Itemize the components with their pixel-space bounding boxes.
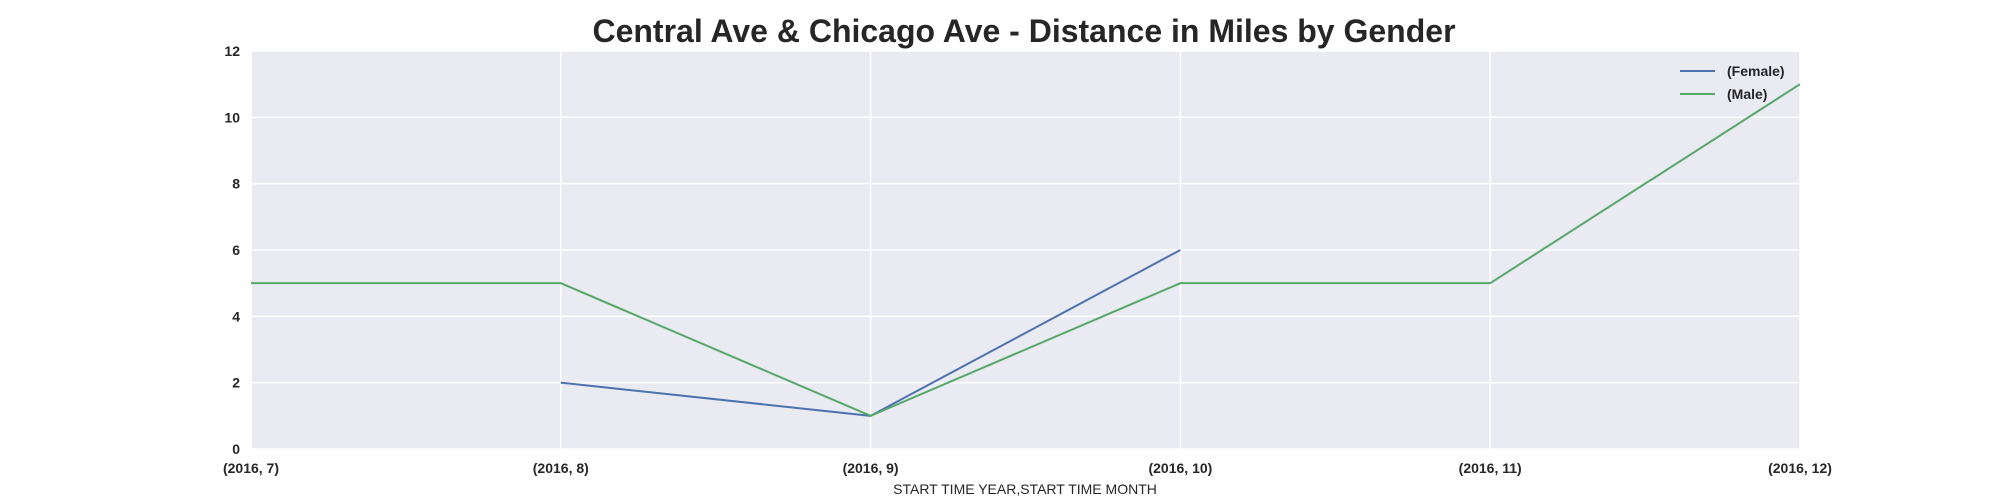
x-tick-label: (2016, 7) xyxy=(223,460,279,476)
x-tick-label: (2016, 11) xyxy=(1459,460,1522,476)
y-tick-label: 6 xyxy=(232,242,240,258)
y-tick-label: 12 xyxy=(224,43,240,59)
y-tick-label: 8 xyxy=(232,176,240,192)
y-tick-label: 10 xyxy=(224,109,240,125)
series-layer xyxy=(251,83,1801,417)
chart-title: Central Ave & Chicago Ave - Distance in … xyxy=(592,13,1455,49)
y-tick-label: 0 xyxy=(232,441,240,457)
x-tick-label: (2016, 10) xyxy=(1148,460,1212,476)
y-tick-label: 2 xyxy=(232,375,240,391)
series-line xyxy=(251,83,1801,417)
x-axis-label: START TIME YEAR,START TIME MONTH xyxy=(893,481,1157,497)
legend-label: (Male) xyxy=(1727,86,1767,102)
legend: (Female) (Male) xyxy=(1680,63,1785,102)
legend-label: (Female) xyxy=(1727,63,1785,79)
x-axis-ticks: (2016, 7) (2016, 8) (2016, 9) (2016, 10) (20… xyxy=(223,460,1832,476)
y-axis-ticks: 0 2 4 6 8 10 12 xyxy=(224,43,240,457)
x-tick-label: (2016, 12) xyxy=(1768,460,1832,476)
y-tick-label: 4 xyxy=(232,308,240,324)
x-tick-label: (2016, 8) xyxy=(533,460,589,476)
x-tick-label: (2016, 9) xyxy=(843,460,899,476)
